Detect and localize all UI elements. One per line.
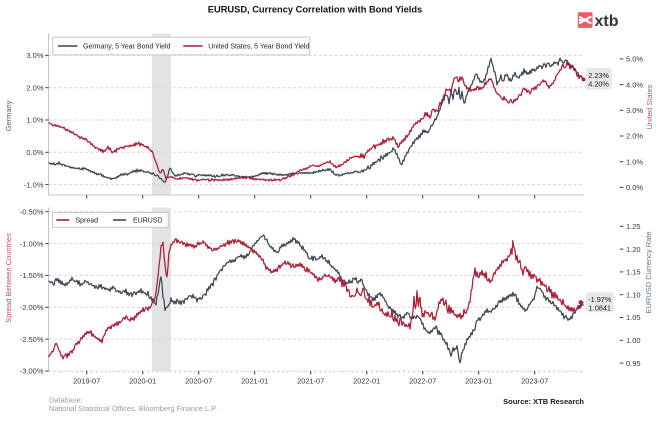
svg-text:2022-07: 2022-07 (409, 376, 436, 385)
svg-text:-2.00%: -2.00% (20, 303, 44, 312)
svg-text:EURUSD: EURUSD (133, 218, 163, 225)
svg-text:Source: XTB Research: Source: XTB Research (503, 397, 584, 406)
svg-text:National Statistical Offices,: National Statistical Offices, Bloomberg … (49, 404, 217, 413)
svg-text:EURUSD Currency Rate: EURUSD Currency Rate (644, 231, 653, 313)
svg-text:3.0%: 3.0% (626, 106, 643, 115)
svg-text:United States: United States (645, 84, 654, 129)
svg-text:0.0%: 0.0% (626, 183, 643, 192)
svg-text:5.0%: 5.0% (626, 55, 643, 64)
svg-text:-1.0%: -1.0% (24, 180, 44, 189)
svg-text:-2.50%: -2.50% (20, 335, 44, 344)
svg-text:-1.97%: -1.97% (588, 295, 612, 304)
svg-text:1.0841: 1.0841 (589, 304, 611, 313)
svg-text:-1.00%: -1.00% (20, 239, 44, 248)
svg-text:4.0%: 4.0% (626, 80, 643, 89)
svg-text:2.0%: 2.0% (26, 83, 43, 92)
svg-text:-3.00%: -3.00% (20, 367, 44, 376)
svg-text:1.00: 1.00 (626, 336, 641, 345)
svg-text:2020-07: 2020-07 (185, 376, 212, 385)
svg-text:1.0%: 1.0% (626, 157, 643, 166)
svg-text:Germany, 5 Year Bond Yield: Germany, 5 Year Bond Yield (83, 44, 171, 51)
svg-text:-0.50%: -0.50% (20, 207, 44, 216)
svg-text:2021-01: 2021-01 (241, 376, 268, 385)
svg-text:4.20%: 4.20% (588, 80, 609, 89)
svg-text:0.95: 0.95 (626, 359, 641, 368)
svg-text:1.05: 1.05 (626, 313, 641, 322)
svg-text:1.15: 1.15 (626, 268, 641, 277)
svg-text:1.20: 1.20 (626, 245, 641, 254)
svg-text:Spread Between Countries: Spread Between Countries (4, 233, 13, 323)
svg-text:2022-01: 2022-01 (353, 376, 380, 385)
svg-text:3.0%: 3.0% (26, 51, 43, 60)
svg-text:2.0%: 2.0% (626, 132, 643, 141)
svg-text:Germany: Germany (4, 100, 13, 131)
svg-text:xtb: xtb (595, 13, 619, 30)
svg-text:0.0%: 0.0% (26, 148, 43, 157)
svg-text:United States, 5 Year Bond Yie: United States, 5 Year Bond Yield (208, 44, 309, 51)
svg-text:2020-01: 2020-01 (129, 376, 156, 385)
svg-text:1.0%: 1.0% (26, 116, 43, 125)
svg-text:2023-01: 2023-01 (465, 376, 492, 385)
svg-text:2019-07: 2019-07 (73, 376, 100, 385)
svg-text:2.23%: 2.23% (588, 71, 609, 80)
svg-text:Spread: Spread (76, 218, 99, 225)
svg-text:-1.50%: -1.50% (20, 271, 44, 280)
svg-text:EURUSD, Currency Correlation w: EURUSD, Currency Correlation with Bond Y… (208, 5, 422, 15)
svg-text:2021-07: 2021-07 (297, 376, 324, 385)
svg-text:Database:: Database: (49, 395, 83, 404)
svg-text:1.10: 1.10 (626, 290, 641, 299)
svg-text:1.25: 1.25 (626, 222, 641, 231)
svg-text:2023-07: 2023-07 (521, 376, 548, 385)
